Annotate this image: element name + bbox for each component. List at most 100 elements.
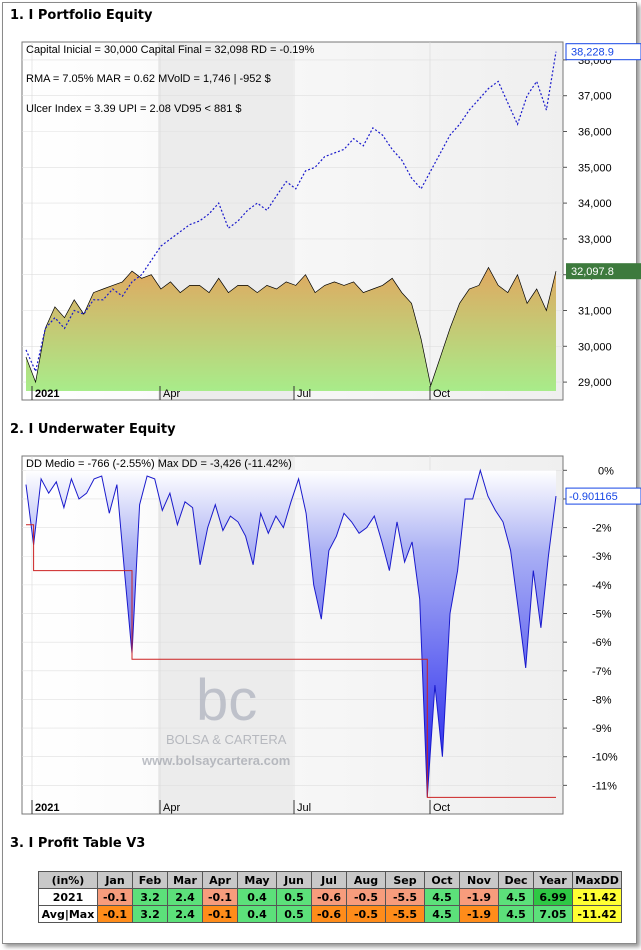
table-cell: 3.2 — [132, 888, 168, 906]
x-tick-label: 2021 — [35, 802, 59, 814]
watermark-name: BOLSA & CARTERA — [166, 732, 287, 747]
y-tick-label: 31,000 — [578, 306, 612, 318]
table-header-cell: Sep — [385, 871, 425, 889]
x-tick-label: Apr — [163, 388, 180, 400]
table-header-cell: Jun — [276, 871, 312, 889]
benchmark-area — [26, 267, 556, 392]
table-cell: -5.5 — [385, 888, 425, 906]
y-tick-label: 34,000 — [578, 198, 612, 210]
table-header-cell: Jan — [97, 871, 133, 889]
table-cell: 0.4 — [237, 905, 277, 923]
table-cell: -0.6 — [311, 888, 347, 906]
underwater-last-value-box — [565, 487, 641, 505]
y-tick-label: -4% — [592, 580, 612, 592]
table-section-title: 3. I Profit Table V3 — [10, 836, 146, 851]
y-tick-label: -11% — [592, 780, 617, 792]
table-cell: -11.42 — [572, 905, 622, 923]
table-cell: -1.9 — [459, 905, 499, 923]
table-header-cell: Apr — [202, 871, 238, 889]
benchmark-last-value-box — [566, 263, 641, 280]
y-tick-label: 0% — [598, 465, 614, 477]
x-tick-label: Jul — [297, 388, 311, 400]
table-header-cell: Dec — [498, 871, 534, 889]
x-tick-label: 2021 — [35, 388, 59, 400]
table-cell: -0.1 — [202, 888, 238, 906]
table-cell: -0.1 — [97, 888, 133, 906]
table-cell: 3.2 — [132, 905, 168, 923]
table-header-cell: Nov — [459, 871, 499, 889]
underwater-last-value: -0.901165 — [569, 491, 618, 503]
profit-table: (in%) Jan Feb Mar Apr May Jun Jul Aug Sep Oct Nov De… — [38, 871, 622, 923]
y-tick-label: 35,000 — [578, 162, 612, 174]
underwater-section-title: 2. I Underwater Equity — [10, 422, 176, 437]
y-tick-label: -5% — [592, 609, 612, 621]
table-cell: -0.1 — [97, 905, 133, 923]
x-tick-label: Apr — [163, 802, 180, 814]
y-tick-label: -2% — [592, 523, 612, 535]
table-cell: 4.5 — [424, 905, 460, 923]
x-tick-label: Oct — [433, 388, 450, 400]
table-row: Avg|Max -0.1 3.2 2.4 -0.1 0.4 0.5 -0.6 -0.5 -5.5 4… — [38, 905, 622, 923]
underwater-line — [25, 468, 557, 797]
table-header-cell: Feb — [132, 871, 168, 889]
y-tick-label: 36,000 — [578, 127, 612, 139]
table-header-row: (in%) Jan Feb Mar Apr May Jun Jul Aug Sep Oct Nov De… — [38, 871, 622, 889]
table-cell: 4.5 — [498, 905, 534, 923]
stats-line-2: RMA = 7.05% MAR = 0.62 MVolD = 1,746 | -… — [26, 73, 271, 85]
x-tick-label: Jul — [297, 802, 311, 814]
table-cell: -0.5 — [346, 905, 386, 923]
table-header-cell: Year — [533, 871, 573, 889]
table-cell: -0.1 — [202, 905, 238, 923]
y-tick-label: -10% — [592, 752, 618, 764]
max-dd-line — [26, 524, 556, 798]
y-tick-label: 37,000 — [578, 91, 612, 103]
table-cell: 4.5 — [424, 888, 460, 906]
y-tick-label: -9% — [592, 723, 612, 735]
table-row: 2021 -0.1 3.2 2.4 -0.1 0.4 0.5 -0.6 -0.5 -5.5 4.5-… — [38, 888, 622, 906]
table-cell: -1.9 — [459, 888, 499, 906]
stats-line-1: Capital Inicial = 30,000 Capital Final =… — [26, 44, 315, 56]
y-tick-label: 30,000 — [578, 341, 612, 353]
y-tick-label: -6% — [592, 637, 612, 649]
table-cell: -0.5 — [346, 888, 386, 906]
equity-section-title: 1. I Portfolio Equity — [10, 8, 153, 23]
watermark-url: www.bolsaycartera.com — [141, 753, 290, 768]
underwater-area — [26, 470, 556, 797]
table-header-cell: MaxDD — [572, 871, 622, 889]
y-tick-label: 29,000 — [578, 377, 612, 389]
y-tick-label: -3% — [592, 551, 612, 563]
table-header-cell: Aug — [346, 871, 386, 889]
y-tick-label: -7% — [592, 666, 612, 678]
table-cell: -5.5 — [385, 905, 425, 923]
y-tick-label: 33,000 — [578, 234, 612, 246]
equity-chart: 29,00030,00031,00032,00033,00034,00035,0… — [21, 41, 641, 401]
table-cell: 0.5 — [276, 905, 312, 923]
y-tick-label: -8% — [592, 694, 612, 706]
underwater-chart: 0%-1%-2%-3%-4%-5%-6%-7%-8%-9%-10%-11% 20… — [21, 455, 641, 815]
table-cell: 0.5 — [276, 888, 312, 906]
row-label: 2021 — [38, 888, 98, 906]
table-cell: 4.5 — [498, 888, 534, 906]
benchmark-last-value: 32,097.8 — [571, 266, 614, 278]
dd-stats: DD Medio = -766 (-2.55%) Max DD = -3,426… — [26, 458, 292, 470]
watermark-logo: bc — [196, 668, 257, 733]
watermark: bc BOLSA & CARTERA www.bolsaycartera.com — [141, 668, 290, 768]
table-header-cell: Mar — [167, 871, 203, 889]
table-cell: 0.4 — [237, 888, 277, 906]
equity-line — [25, 51, 557, 374]
table-cell: 2.4 — [167, 888, 203, 906]
equity-last-value: 38,228.9 — [571, 47, 614, 59]
table-cell: 7.05 — [533, 905, 573, 923]
stats-line-3: Ulcer Index = 3.39 UPI = 2.08 VD95 < 881… — [26, 103, 242, 115]
table-header-cell: Oct — [424, 871, 460, 889]
table-header-cell: May — [237, 871, 277, 889]
equity-last-value-box — [565, 43, 641, 61]
table-cell: 2.4 — [167, 905, 203, 923]
x-tick-label: Oct — [433, 802, 450, 814]
table-header-cell: (in%) — [38, 871, 98, 889]
table-cell: 6.99 — [533, 888, 573, 906]
row-label: Avg|Max — [38, 905, 98, 923]
table-header-cell: Jul — [311, 871, 347, 889]
benchmark-line — [25, 266, 557, 388]
table-cell: -11.42 — [572, 888, 622, 906]
